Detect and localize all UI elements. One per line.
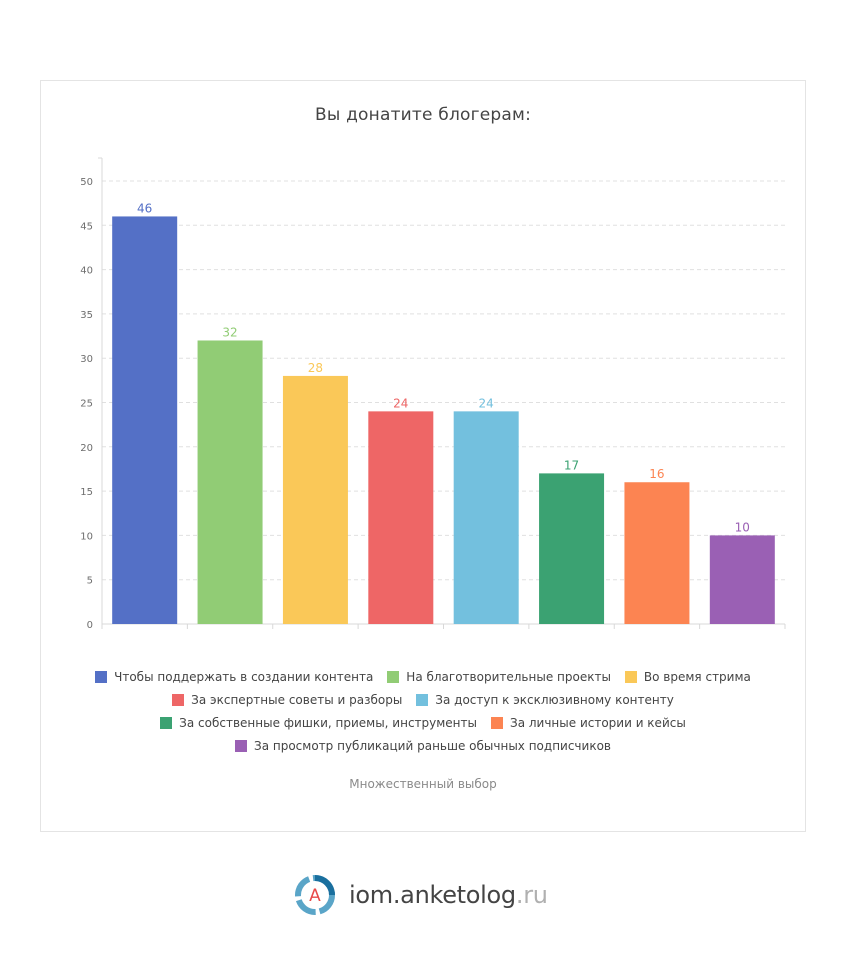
- legend-swatch: [235, 739, 248, 752]
- legend-swatch: [387, 670, 400, 683]
- legend-swatch: [624, 670, 637, 683]
- bar-value-label: 10: [735, 520, 750, 534]
- bar: [368, 411, 434, 624]
- brand-footer[interactable]: A iom.anketolog.ru: [292, 872, 548, 918]
- bar-value-label: 17: [564, 458, 579, 472]
- legend-label: За личные истории и кейсы: [510, 715, 686, 730]
- bar: [453, 411, 519, 624]
- legend-label: За просмотр публикаций раньше обычных по…: [254, 738, 611, 753]
- legend-label: За доступ к эксклюзивному контенту: [435, 692, 674, 707]
- y-tick-label: 20: [80, 443, 93, 454]
- bar: [624, 482, 690, 624]
- brand-tld: .ru: [515, 881, 548, 909]
- bar-chart: 0 5 10 15 20 25 30 35 40 45 50 46 32 28 24 24 17 16 10: [80, 157, 786, 631]
- brand-domain: iom.anketolog: [349, 881, 516, 909]
- legend-label: За экспертные советы и разборы: [191, 692, 403, 707]
- y-tick-label: 35: [80, 310, 93, 321]
- y-tick-label: 0: [87, 620, 93, 631]
- anketolog-logo-icon: A: [295, 875, 335, 915]
- y-tick-label: 50: [80, 177, 93, 188]
- legend-swatch: [416, 693, 429, 706]
- bar: [282, 375, 348, 624]
- y-tick-label: 5: [87, 576, 93, 587]
- bar: [112, 216, 178, 624]
- legend-item[interactable]: Чтобы поддержать в создании контента: [95, 670, 373, 684]
- chart-legend: Чтобы поддержать в создании контента На б…: [41, 665, 805, 757]
- legend-swatch: [172, 693, 185, 706]
- legend-row: За экспертные советы и разборы За доступ …: [165, 688, 681, 711]
- legend-label: Чтобы поддержать в создании контента: [114, 669, 374, 684]
- y-tick-label: 25: [80, 399, 93, 410]
- logo-letter: A: [309, 886, 321, 906]
- brand-name: iom.anketolog.ru: [349, 881, 548, 909]
- y-tick-label: 30: [80, 354, 93, 365]
- y-tick-label: 15: [80, 487, 93, 498]
- legend-swatch: [160, 716, 173, 729]
- legend-label: За собственные фишки, приемы, инструмент…: [179, 715, 477, 730]
- legend-label: Во время стрима: [643, 669, 751, 684]
- chart-card: Вы донатите блогерам: 0 5 10 15 20 25 30 35 40 45…: [40, 80, 806, 832]
- legend-item[interactable]: За просмотр публикаций раньше обычных по…: [235, 739, 611, 753]
- legend-item[interactable]: За экспертные советы и разборы: [172, 693, 402, 707]
- bar-value-label: 32: [222, 325, 237, 339]
- legend-item[interactable]: За личные истории и кейсы: [491, 716, 686, 730]
- y-tick-label: 45: [80, 221, 93, 232]
- bar: [539, 473, 605, 624]
- legend-item[interactable]: За доступ к эксклюзивному контенту: [416, 693, 674, 707]
- chart-subtitle: Множественный выбор: [349, 777, 497, 791]
- legend-swatch: [491, 716, 503, 729]
- legend-row: За просмотр публикаций раньше обычных по…: [228, 734, 618, 757]
- legend-row: Чтобы поддержать в создании контента На б…: [88, 665, 758, 688]
- legend-item[interactable]: На благотворительные проекты: [387, 670, 611, 684]
- bar-value-label: 16: [649, 467, 664, 481]
- legend-swatch: [95, 670, 108, 683]
- legend-label: На благотворительные проекты: [406, 669, 611, 684]
- legend-item[interactable]: Во время стрима: [624, 669, 751, 684]
- bar-value-label: 28: [308, 361, 323, 375]
- bar: [197, 340, 263, 624]
- y-tick-label: 10: [80, 531, 93, 542]
- chart-title: Вы донатите блогерам:: [315, 105, 531, 125]
- bar-value-label: 24: [479, 396, 494, 410]
- legend-item[interactable]: За собственные фишки, приемы, инструмент…: [160, 716, 477, 730]
- bar: [709, 535, 775, 624]
- bar-value-label: 46: [137, 201, 152, 215]
- y-tick-label: 40: [80, 266, 93, 277]
- legend-row: За собственные фишки, приемы, инструмент…: [153, 711, 693, 734]
- bar-value-label: 24: [393, 396, 408, 410]
